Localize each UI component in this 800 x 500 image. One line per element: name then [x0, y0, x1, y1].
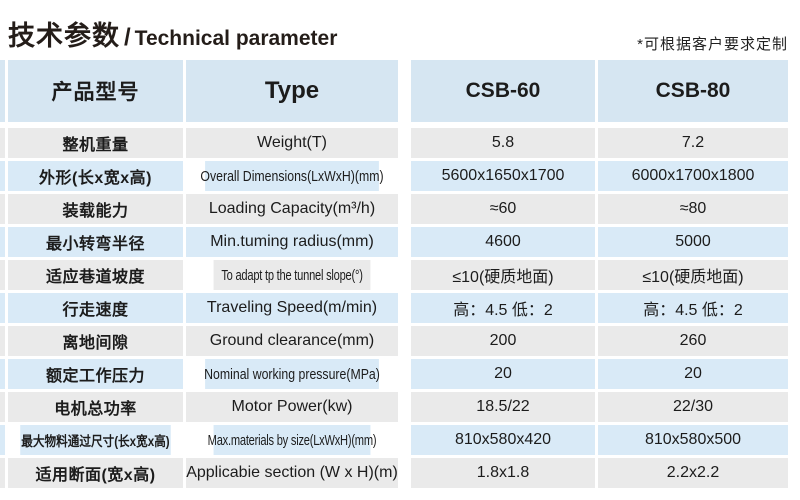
param-name-cn: 外形(长x宽x高) — [8, 161, 183, 191]
value-csb60: 高：4.5 低：2 — [411, 293, 595, 323]
value-csb60: 4600 — [411, 227, 595, 257]
value-csb60: 5600x1650x1700 — [411, 161, 595, 191]
param-name-en: Overall Dimensions(LxWxH)(mm) — [200, 161, 384, 191]
customization-note: *可根据客户要求定制 — [637, 36, 788, 53]
value-csb80: ≤10(硬质地面) — [598, 260, 788, 290]
table-row: 适应巷道坡度 To adapt tp the tunnel slope(°) ≤… — [0, 260, 788, 290]
value-csb60: 20 — [411, 359, 595, 389]
param-name-cn: 适应巷道坡度 — [8, 260, 183, 290]
param-name-cn: 适用断面(宽x高) — [8, 458, 183, 488]
technical-parameter-table: 产品型号 Type CSB-60 CSB-80 整机重量 Weight(T) 5… — [0, 60, 788, 491]
value-csb80: 6000x1700x1800 — [598, 161, 788, 191]
param-name-cn: 整机重量 — [8, 128, 183, 158]
param-name-cn: 最小转弯半径 — [8, 227, 183, 257]
table-row: 装载能力 Loading Capacity(m³/h) ≈60 ≈80 — [0, 194, 788, 224]
header-csb80: CSB-80 — [598, 60, 788, 122]
value-csb60: ≤10(硬质地面) — [411, 260, 595, 290]
value-csb80: 22/30 — [598, 392, 788, 422]
table-row: 离地间隙 Ground clearance(mm) 200 260 — [0, 326, 788, 356]
value-csb80: 810x580x500 — [598, 425, 788, 455]
page-title-separator: / — [124, 24, 131, 51]
param-name-en: Nominal working pressure(MPa) — [204, 359, 380, 389]
left-edge-sliver — [0, 359, 5, 389]
param-name-en: Max.materials by size(LxWxH)(mm) — [208, 425, 377, 455]
left-edge-sliver — [0, 161, 5, 191]
value-csb80: 20 — [598, 359, 788, 389]
table-row: 额定工作压力 Nominal working pressure(MPa) 20 … — [0, 359, 788, 389]
left-edge-sliver — [0, 260, 5, 290]
value-csb60: 18.5/22 — [411, 392, 595, 422]
table-header-row: 产品型号 Type CSB-60 CSB-80 — [0, 60, 788, 122]
table-row: 适用断面(宽x高) Applicabie section (W x H)(m) … — [0, 458, 788, 488]
param-name-en: Weight(T) — [186, 128, 398, 158]
page-title: 技术参数 / Technical parameter — [8, 14, 337, 53]
param-name-cn: 行走速度 — [8, 293, 183, 323]
param-name-en: Traveling Speed(m/min) — [186, 293, 398, 323]
param-name-en: To adapt tp the tunnel slope(°) — [213, 260, 371, 290]
param-name-en: Loading Capacity(m³/h) — [186, 194, 398, 224]
left-edge-sliver — [0, 326, 5, 356]
value-csb60: 5.8 — [411, 128, 595, 158]
left-edge-sliver — [0, 128, 5, 158]
left-edge-sliver — [0, 293, 5, 323]
header-product-model: 产品型号 — [8, 60, 183, 122]
left-edge-sliver — [0, 392, 5, 422]
table-row: 行走速度 Traveling Speed(m/min) 高：4.5 低：2 高：… — [0, 293, 788, 323]
left-edge-sliver — [0, 227, 5, 257]
table-row: 电机总功率 Motor Power(kw) 18.5/22 22/30 — [0, 392, 788, 422]
value-csb80: ≈80 — [598, 194, 788, 224]
param-name-cn: 额定工作压力 — [8, 359, 183, 389]
param-name-en: Motor Power(kw) — [186, 392, 398, 422]
param-name-en: Ground clearance(mm) — [186, 326, 398, 356]
param-name-cn: 最大物料通过尺寸(长x宽x高) — [20, 425, 171, 455]
param-name-cn: 离地间隙 — [8, 326, 183, 356]
left-edge-sliver — [0, 194, 5, 224]
page-title-cn: 技术参数 — [8, 21, 120, 51]
value-csb60: 1.8x1.8 — [411, 458, 595, 488]
param-name-en: Min.tuming radius(mm) — [186, 227, 398, 257]
left-edge-sliver — [0, 458, 5, 488]
value-csb80: 7.2 — [598, 128, 788, 158]
value-csb80: 5000 — [598, 227, 788, 257]
value-csb80: 2.2x2.2 — [598, 458, 788, 488]
header-csb60: CSB-60 — [411, 60, 595, 122]
param-name-en: Applicabie section (W x H)(m) — [186, 458, 398, 488]
param-name-cn: 装载能力 — [8, 194, 183, 224]
value-csb60: 810x580x420 — [411, 425, 595, 455]
left-edge-sliver — [0, 60, 5, 122]
value-csb80: 高：4.5 低：2 — [598, 293, 788, 323]
page-title-en: Technical parameter — [134, 27, 338, 50]
table-row: 整机重量 Weight(T) 5.8 7.2 — [0, 128, 788, 158]
table-row: 最小转弯半径 Min.tuming radius(mm) 4600 5000 — [0, 227, 788, 257]
header-type: Type — [186, 60, 398, 122]
left-edge-sliver — [0, 425, 5, 455]
value-csb60: ≈60 — [411, 194, 595, 224]
table-row: 最大物料通过尺寸(长x宽x高) Max.materials by size(Lx… — [0, 425, 788, 455]
param-name-cn: 电机总功率 — [8, 392, 183, 422]
table-row: 外形(长x宽x高) Overall Dimensions(LxWxH)(mm) … — [0, 161, 788, 191]
value-csb60: 200 — [411, 326, 595, 356]
value-csb80: 260 — [598, 326, 788, 356]
